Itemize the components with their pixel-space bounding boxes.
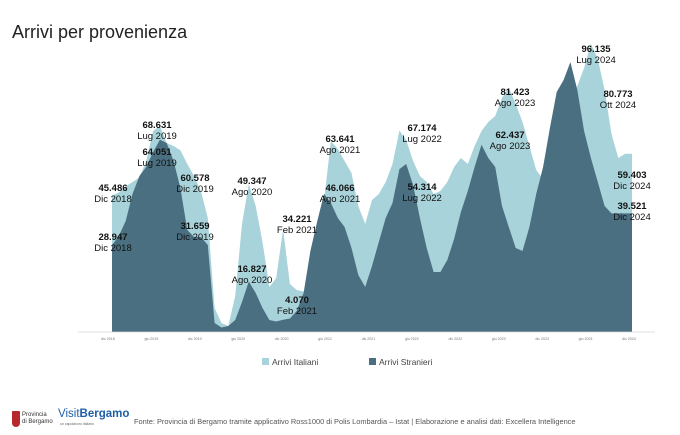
legend-label: Arrivi Stranieri xyxy=(379,357,432,367)
area-chart: dic 2018 giu 2019 dic 2019 giu 2020 dic 2020… xyxy=(78,43,655,367)
data-label-value: 63.641 xyxy=(325,134,355,145)
data-label-value: 28.947 xyxy=(98,232,127,243)
data-label-date: Dic 2019 xyxy=(176,184,214,195)
data-label-date: Ago 2020 xyxy=(232,275,273,286)
data-label-date: Dic 2024 xyxy=(613,181,651,192)
source-note: Fonte: Provincia di Bergamo tramite appl… xyxy=(134,417,576,426)
x-tick-label: dic 2023 xyxy=(535,337,549,341)
x-tick-label: dic 2018 xyxy=(101,337,115,341)
data-label-date: Ago 2023 xyxy=(495,98,536,109)
chart-title: Arrivi per provenienza xyxy=(12,22,188,42)
logo-visit: Visit xyxy=(58,408,80,420)
data-label-date: Ago 2023 xyxy=(490,141,531,152)
data-label-value: 45.486 xyxy=(98,183,127,194)
data-label-value: 59.403 xyxy=(617,170,646,181)
data-label-value: 4.070 xyxy=(285,295,309,306)
data-label-date: Dic 2024 xyxy=(613,212,651,223)
legend-swatch xyxy=(262,358,269,365)
logo-tagline: un capolavoro italiano xyxy=(60,422,95,426)
data-label-date: Dic 2019 xyxy=(176,232,214,243)
provincia-bergamo-logo: Provincia di Bergamo xyxy=(12,410,54,430)
x-tick-label: dic 2019 xyxy=(188,337,202,341)
data-label-date: Feb 2021 xyxy=(277,225,317,236)
data-label-value: 60.578 xyxy=(180,173,209,184)
data-label-value: 39.521 xyxy=(617,201,647,212)
x-tick-label: dic 2020 xyxy=(275,337,289,341)
data-label-date: Lug 2022 xyxy=(402,134,442,145)
data-label-value: 81.423 xyxy=(500,87,529,98)
data-label-value: 31.659 xyxy=(180,221,209,232)
data-label-value: 49.347 xyxy=(237,176,266,187)
legend-item: Arrivi Stranieri xyxy=(369,357,432,367)
data-label-date: Lug 2019 xyxy=(137,158,177,169)
data-label-date: Ott 2024 xyxy=(600,100,636,111)
x-tick-label: giu 2024 xyxy=(579,337,593,341)
x-tick-label: giu 2022 xyxy=(405,337,419,341)
data-label-date: Ago 2021 xyxy=(320,194,361,205)
data-label-date: Dic 2018 xyxy=(94,243,132,254)
data-label-date: Ago 2021 xyxy=(320,145,361,156)
data-label-date: Lug 2022 xyxy=(402,193,442,204)
data-label-value: 34.221 xyxy=(282,214,312,225)
x-tick-label: giu 2019 xyxy=(145,337,159,341)
logo-line-1: Provincia xyxy=(22,412,47,418)
x-tick-label: giu 2021 xyxy=(318,337,332,341)
data-label-value: 54.314 xyxy=(407,182,437,193)
legend-item: Arrivi Italiani xyxy=(262,357,318,367)
data-label-value: 64.051 xyxy=(142,147,172,158)
legend-swatch xyxy=(369,358,376,365)
data-label-date: Feb 2021 xyxy=(277,306,317,317)
crest-icon xyxy=(12,411,20,427)
data-label-value: 80.773 xyxy=(603,89,632,100)
logo-line-2: di Bergamo xyxy=(22,419,53,425)
legend-label: Arrivi Italiani xyxy=(272,357,318,367)
data-label-date: Dic 2018 xyxy=(94,194,132,205)
data-label-value: 62.437 xyxy=(495,130,524,141)
visit-bergamo-logo: VisitBergamo un capolavoro italiano xyxy=(58,408,130,426)
x-tick-label: dic 2021 xyxy=(362,337,376,341)
logo-bergamo: Bergamo xyxy=(79,408,130,420)
data-label-value: 96.135 xyxy=(581,44,611,55)
x-tick-label: giu 2020 xyxy=(231,337,245,341)
data-label-value: 46.066 xyxy=(325,183,354,194)
data-label-value: 67.174 xyxy=(407,123,437,134)
x-tick-label: dic 2024 xyxy=(622,337,636,341)
x-tick-label: giu 2023 xyxy=(492,337,506,341)
data-label-value: 68.631 xyxy=(142,120,172,131)
data-label-date: Lug 2024 xyxy=(576,55,616,66)
area-series-stranieri xyxy=(112,62,632,332)
data-label-date: Ago 2020 xyxy=(232,187,273,198)
x-tick-label: dic 2022 xyxy=(449,337,463,341)
data-label-date: Lug 2019 xyxy=(137,131,177,142)
data-label-value: 16.827 xyxy=(237,264,266,275)
